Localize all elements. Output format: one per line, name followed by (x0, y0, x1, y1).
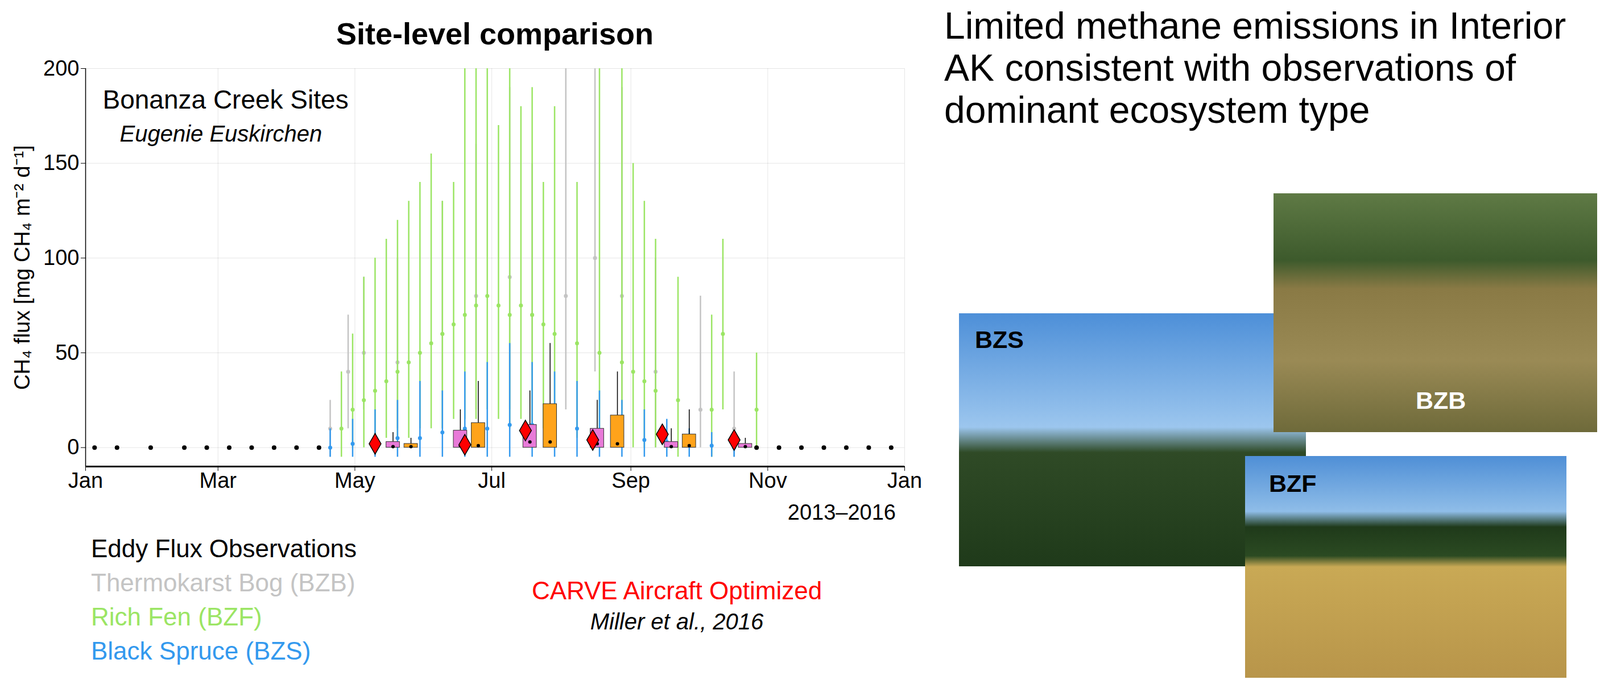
svg-text:Jan: Jan (887, 468, 923, 493)
html-text:Miller et al., 2016: Miller et al., 2016 (590, 609, 764, 635)
svg-text:50: 50 (55, 340, 80, 365)
svg-text:0: 0 (67, 435, 80, 460)
svg-text:100: 100 (43, 245, 80, 270)
svg-text:Eugenie Euskirchen: Eugenie Euskirchen (120, 121, 323, 147)
html-text:Site-level comparison: Site-level comparison (336, 16, 654, 51)
html-text:Black Spruce (BZS): Black Spruce (BZS) (91, 637, 311, 665)
svg-text:Jul: Jul (477, 468, 506, 493)
svg-text:Jan: Jan (68, 468, 103, 493)
svg-text:150: 150 (43, 150, 80, 175)
svg-text:Nov: Nov (748, 468, 788, 493)
html-text:Eddy Flux Observations: Eddy Flux Observations (91, 534, 357, 563)
svg-text:Sep: Sep (611, 468, 651, 493)
svg-text:CH₄ flux [mg CH₄ m⁻² d⁻¹]: CH₄ flux [mg CH₄ m⁻² d⁻¹] (10, 145, 35, 391)
svg-text:Bonanza Creek Sites: Bonanza Creek Sites (102, 84, 349, 115)
svg-text:200: 200 (43, 56, 80, 81)
html-text:Limited methane emissions in I: Limited methane emissions in Interior AK… (944, 4, 1566, 131)
svg-text:Mar: Mar (199, 468, 238, 493)
html-text:Thermokarst Bog (BZB): Thermokarst Bog (BZB) (91, 568, 356, 597)
html-text:CARVE Aircraft Optimized: CARVE Aircraft Optimized (531, 576, 822, 605)
svg-text:May: May (334, 468, 376, 493)
html-text:Rich Fen (BZF): Rich Fen (BZF) (91, 602, 263, 631)
html-text:2013–2016: 2013–2016 (787, 500, 896, 525)
html-text:BZF: BZF (1268, 469, 1317, 498)
html-text:BZB: BZB (1415, 386, 1466, 415)
html-text:BZS: BZS (974, 325, 1024, 354)
